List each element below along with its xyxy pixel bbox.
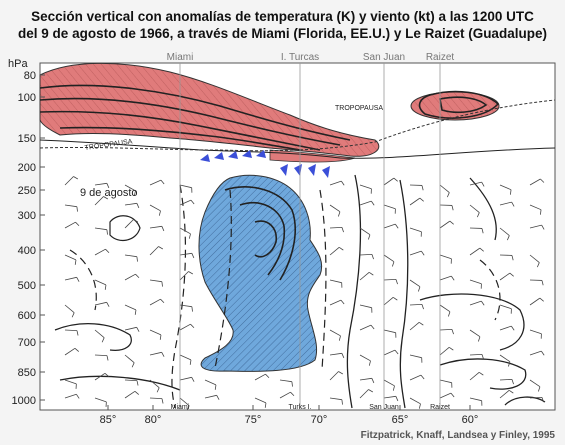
pressure-unit-label: hPa: [8, 58, 28, 70]
pressure-axis-labels: 80 100 150 200 250 300 400 500 600 700 850 1000: [12, 70, 45, 407]
station-label-bottom: Raizet: [430, 404, 450, 411]
pressure-label-300: 300: [18, 210, 36, 222]
pressure-label-1000: 1000: [12, 395, 36, 407]
pressure-label-250: 250: [18, 185, 36, 197]
warm-anomaly-hatch: [40, 63, 379, 157]
station-label-top: San Juan: [363, 52, 405, 63]
station-label-bottom: Miami: [171, 404, 190, 411]
pressure-label-80: 80: [24, 70, 36, 82]
pressure-label-400: 400: [18, 245, 36, 257]
station-label-bottom: Turks I.: [288, 404, 311, 411]
anomaly-contours: [39, 84, 556, 409]
pressure-label-100: 100: [18, 92, 36, 104]
station-lines: [179, 63, 441, 410]
pressure-label-850: 850: [18, 367, 36, 379]
pressure-label-150: 150: [18, 133, 36, 145]
longitude-label: 75°: [245, 414, 262, 426]
longitude-label: 70°: [311, 414, 328, 426]
dashed-contours: [69, 184, 501, 409]
pressure-label-200: 200: [18, 162, 36, 174]
longitude-label: 65°: [392, 414, 409, 426]
tropopause-label-east: TROPOPAUSA: [335, 105, 383, 112]
wind-barbs: [64, 176, 545, 411]
date-label: 9 de agosto: [80, 187, 138, 199]
pressure-label-700: 700: [18, 337, 36, 349]
credit: Fitzpatrick, Knaff, Landsea y Finley, 19…: [360, 430, 555, 441]
longitude-label: 80°: [145, 414, 162, 426]
station-label-top: I. Turcas: [281, 52, 319, 63]
title-line-2: del 9 de agosto de 1966, a través de Mia…: [18, 26, 547, 41]
pressure-label-600: 600: [18, 310, 36, 322]
pressure-label-500: 500: [18, 280, 36, 292]
station-label-top: Raizet: [426, 52, 455, 63]
station-labels-bottom: Miami Turks I. San Juan Raizet: [171, 404, 450, 411]
longitude-label: 85°: [100, 414, 117, 426]
title-line-1: Sección vertical con anomalías de temper…: [31, 9, 534, 24]
station-labels-top: Miami I. Turcas San Juan Raizet: [167, 52, 455, 63]
longitude-label: 60°: [462, 414, 479, 426]
longitude-axis-labels: 85° 80° 75° 70° 65° 60°: [100, 405, 479, 426]
station-label-bottom: San Juan: [369, 404, 399, 411]
station-label-top: Miami: [167, 52, 194, 63]
tropopause-line: [39, 99, 556, 152]
